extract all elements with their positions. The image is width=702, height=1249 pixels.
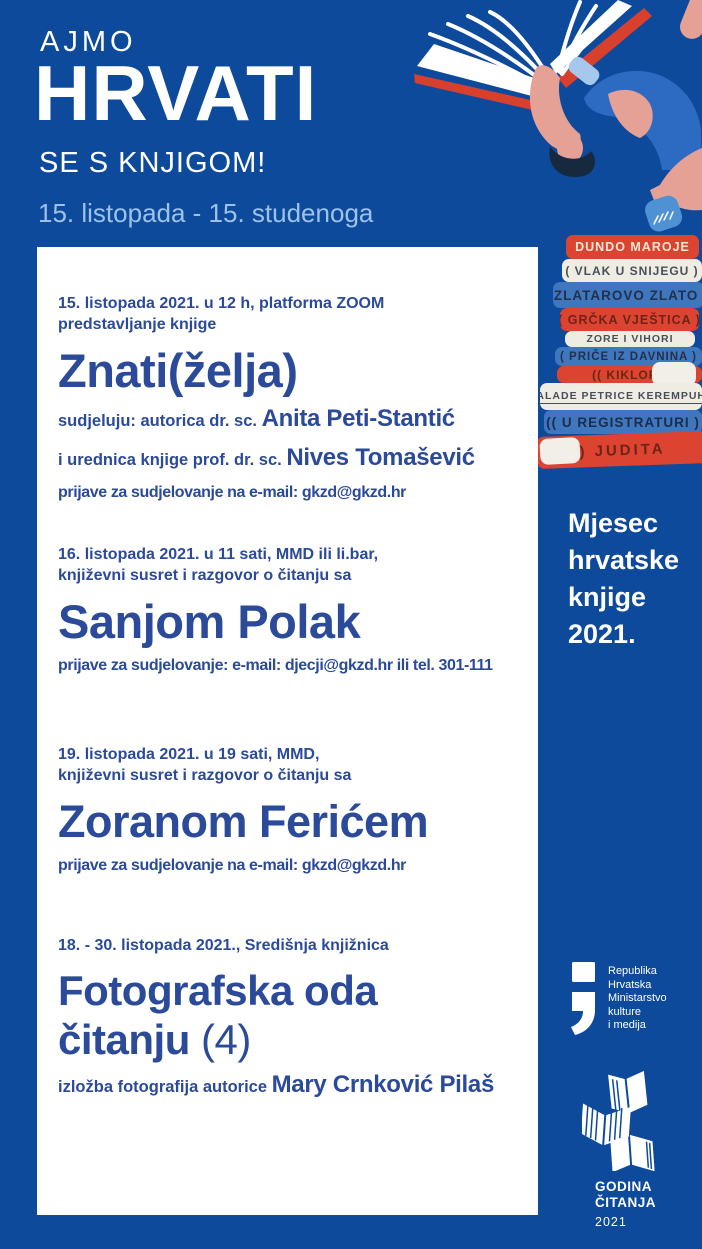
book-title: DUNDO MAROJE bbox=[575, 240, 690, 254]
reading-year-name: GODINA ČITANJA bbox=[595, 1179, 657, 1210]
ministry-logo-block: Republika Hrvatska Ministarstvo kulture … bbox=[570, 962, 667, 1036]
poster-title: HRVATI bbox=[34, 49, 318, 137]
event-title-main: Fotografska oda čitanju bbox=[58, 967, 378, 1063]
credit-role: izložba fotografija autorice bbox=[58, 1078, 272, 1096]
book-fore-edge bbox=[652, 362, 696, 386]
event-znati-zelja: 15. listopada 2021. u 12 h, platforma ZO… bbox=[58, 293, 528, 502]
book-title: (( KIKLOP ( bbox=[592, 367, 667, 382]
campaign-title: Mjesec hrvatske knjige 2021. bbox=[568, 508, 680, 649]
participant-role: sudjeluju: autorica dr. sc. bbox=[58, 412, 262, 430]
event-zoran-feric: 19. listopada 2021. u 19 sati, MMD, knji… bbox=[58, 744, 528, 875]
event-meta: 15. listopada 2021. u 12 h, platforma ZO… bbox=[58, 295, 385, 333]
event-participant: sudjeluju: autorica dr. sc. Anita Peti-S… bbox=[58, 404, 528, 436]
event-fotografska-oda: 18. - 30. listopada 2021., Središnja knj… bbox=[58, 935, 528, 1103]
event-title-suffix: (4) bbox=[201, 1016, 251, 1063]
book-title: | ZLATAROVO ZLATO || bbox=[553, 287, 702, 303]
book-spine: ( BALADE PETRICE KEREMPUHA ( bbox=[540, 383, 702, 410]
book-spine: DUNDO MAROJE bbox=[566, 235, 699, 259]
book-title: ( VLAK U SNIJEGU ) bbox=[565, 263, 699, 278]
book-title: ZORE I VIHORI bbox=[586, 333, 674, 345]
credit-name: Mary Crnković Pilaš bbox=[271, 1071, 495, 1098]
poster-subtitle: SE S KNJIGOM! bbox=[39, 147, 267, 179]
book-spine: | ZLATAROVO ZLATO || bbox=[553, 282, 702, 308]
book-spine: ( PRIČE IZ DAVNINA ) bbox=[555, 347, 702, 366]
book-title: (( U REGISTRATURI ) bbox=[546, 414, 700, 430]
book-title: ( BALADE PETRICE KEREMPUHA ( bbox=[540, 390, 702, 404]
book-fore-edge bbox=[539, 436, 581, 466]
book-spine: ( VLAK U SNIJEGU ) bbox=[562, 259, 702, 282]
reading-year-text: GODINA ČITANJA 2021 bbox=[595, 1179, 688, 1229]
event-participant: i urednica knjige prof. dr. sc. Nives To… bbox=[58, 443, 528, 475]
event-title: Sanjom Polak bbox=[58, 595, 361, 648]
event-contact: prijave za sudjelovanje na e-mail: gkzd@… bbox=[58, 484, 407, 501]
book-spine: (( U REGISTRATURI ) bbox=[544, 410, 702, 434]
event-meta: 16. listopada 2021. u 11 sati, MMD ili l… bbox=[58, 546, 379, 584]
event-title: Znati(želja) bbox=[58, 344, 298, 397]
event-meta: 19. listopada 2021. u 19 sati, MMD, knji… bbox=[58, 746, 352, 784]
book-title: ( GRČKA VJEŠTICA ) bbox=[560, 312, 699, 327]
book-spine: ( GRČKA VJEŠTICA ) bbox=[560, 308, 699, 331]
event-title: Zoranom Ferićem bbox=[58, 796, 429, 847]
event-title: Fotografska oda čitanju (4) bbox=[58, 966, 478, 1064]
reading-year-logo-block: GODINA ČITANJA 2021 bbox=[578, 1071, 688, 1229]
reading-year-year: 2021 bbox=[595, 1215, 627, 1229]
event-credit: izložba fotografija autorice Mary Crnkov… bbox=[58, 1070, 528, 1103]
kicker-text: AJMO bbox=[40, 26, 137, 58]
event-meta: 18. - 30. listopada 2021., Središnja knj… bbox=[58, 937, 389, 954]
event-sanja-polak: 16. listopada 2021. u 11 sati, MMD ili l… bbox=[58, 544, 528, 675]
event-contact: prijave za sudjelovanje: e-mail: djecji@… bbox=[58, 657, 493, 674]
book-title: ) JUDITA bbox=[579, 440, 666, 460]
semicolon-logo-icon bbox=[571, 962, 595, 1035]
book-spine: ZORE I VIHORI bbox=[565, 331, 695, 347]
participant-role: i urednica knjige prof. dr. sc. bbox=[58, 451, 287, 469]
reader-illustration-icon bbox=[414, 0, 702, 232]
participant-name: Nives Tomašević bbox=[286, 444, 475, 471]
campaign-date-range: 15. listopada - 15. studenoga bbox=[38, 198, 374, 228]
open-books-logo-icon bbox=[582, 1071, 655, 1171]
event-contact: prijave za sudjelovanje na e-mail: gkzd@… bbox=[58, 857, 407, 874]
book-title: ( PRIČE IZ DAVNINA ) bbox=[560, 350, 697, 363]
program-card: 15. listopada 2021. u 12 h, platforma ZO… bbox=[37, 247, 538, 1215]
participant-name: Anita Peti-Stantić bbox=[261, 405, 456, 432]
ministry-name: Republika Hrvatska Ministarstvo kulture … bbox=[608, 965, 667, 1031]
